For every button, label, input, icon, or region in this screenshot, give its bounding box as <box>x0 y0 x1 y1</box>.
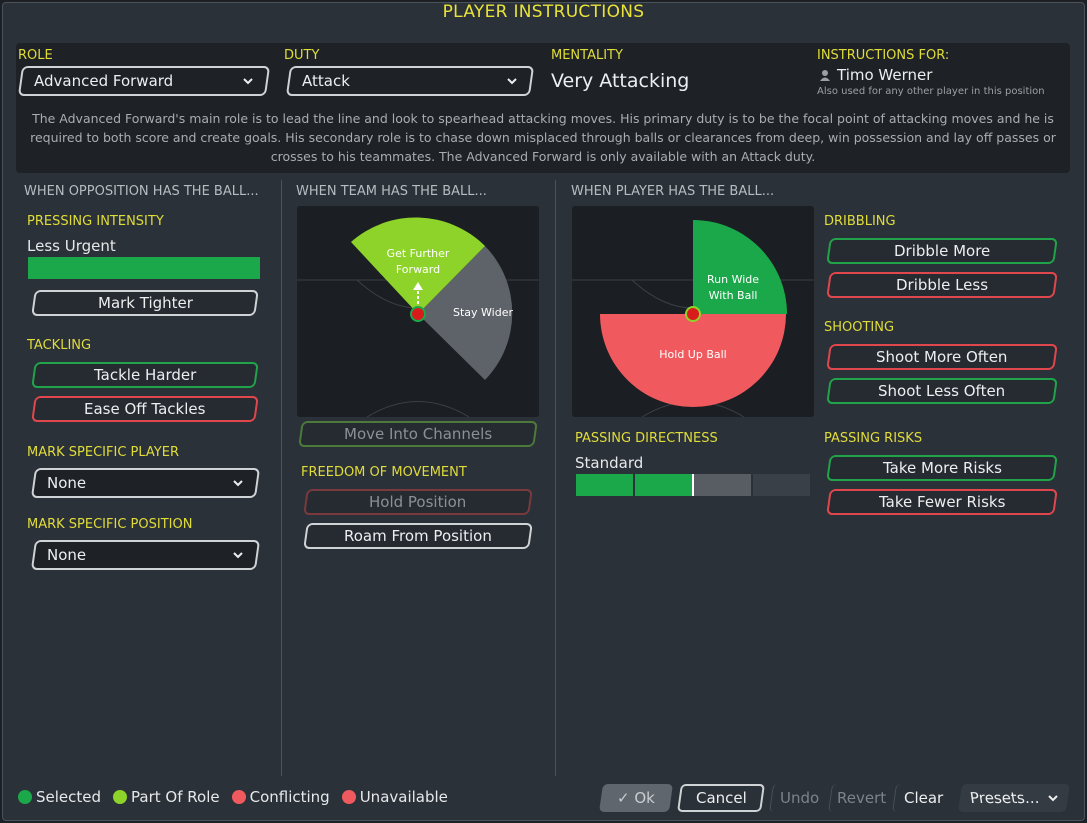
column-divider <box>555 180 556 776</box>
player-name-row: Timo Werner <box>819 66 932 84</box>
shoot-less-often-button[interactable]: Shoot Less Often <box>826 378 1058 404</box>
passing-directness-label: PASSING DIRECTNESS <box>575 431 718 446</box>
arrow-up-icon <box>413 282 423 290</box>
pressing-intensity-fill <box>28 257 260 279</box>
column-divider <box>281 180 282 776</box>
mark-specific-player-label: MARK SPECIFIC PLAYER <box>27 445 179 460</box>
roam-from-position-button[interactable]: Roam From Position <box>303 523 533 549</box>
mark-specific-position-dropdown[interactable]: None <box>30 540 261 570</box>
dribble-less-button[interactable]: Dribble Less <box>826 272 1058 298</box>
dribbling-label: DRIBBLING <box>824 214 896 229</box>
player-marker-icon <box>685 306 701 322</box>
hold-up-ball-label: Hold Up Ball <box>659 348 727 361</box>
mark-tighter-button[interactable]: Mark Tighter <box>31 290 259 316</box>
run-wide-zone[interactable] <box>693 220 787 314</box>
tackle-harder-button[interactable]: Tackle Harder <box>31 362 259 388</box>
window-title: PLAYER INSTRUCTIONS <box>442 2 645 22</box>
role-label: ROLE <box>18 48 53 63</box>
duty-value: Attack <box>302 72 350 90</box>
mark-specific-player-dropdown[interactable]: None <box>30 468 261 498</box>
run-wide-label: Run Wide With Ball <box>706 273 760 302</box>
role-info-panel: The Advanced Forward's main role is to l… <box>16 43 1070 173</box>
legend-item-selected: Selected <box>18 788 101 806</box>
also-used-note: Also used for any other player in this p… <box>817 86 1045 97</box>
slider-handle[interactable] <box>692 474 694 496</box>
ease-off-tackles-button[interactable]: Ease Off Tackles <box>31 396 259 422</box>
mark-player-value: None <box>47 474 87 492</box>
legend-item-part-of-role: Part Of Role <box>113 788 220 806</box>
presets-dropdown[interactable]: Presets... <box>958 784 1070 812</box>
passing-directness-value: Standard <box>575 454 644 472</box>
pressing-intensity-slider[interactable] <box>28 257 260 279</box>
chevron-down-icon <box>243 78 253 85</box>
player-heading: WHEN PLAYER HAS THE BALL... <box>571 184 775 199</box>
revert-button[interactable]: Revert <box>828 784 894 812</box>
clear-button[interactable]: Clear <box>892 784 954 812</box>
pressing-intensity-value: Less Urgent <box>27 237 116 255</box>
get-further-forward-label: Get Further Forward <box>386 247 450 276</box>
chevron-down-icon <box>233 480 243 487</box>
legend-item-conflicting: Conflicting <box>231 788 330 806</box>
take-fewer-risks-button[interactable]: Take Fewer Risks <box>826 489 1058 515</box>
mentality-label: MENTALITY <box>551 48 623 63</box>
mentality-value: Very Attacking <box>551 70 690 92</box>
tackling-label: TACKLING <box>27 338 92 353</box>
dribble-more-button[interactable]: Dribble More <box>826 238 1058 264</box>
chevron-down-icon <box>1047 795 1058 802</box>
player-name: Timo Werner <box>837 66 933 84</box>
person-icon <box>820 70 830 81</box>
role-description: The Advanced Forward's main role is to l… <box>30 111 1056 164</box>
get-further-forward-zone[interactable] <box>351 217 485 314</box>
mark-specific-position-label: MARK SPECIFIC POSITION <box>27 517 193 532</box>
freedom-of-movement-label: FREEDOM OF MOVEMENT <box>301 465 467 480</box>
passing-risks-label: PASSING RISKS <box>824 431 923 446</box>
take-more-risks-button[interactable]: Take More Risks <box>826 455 1058 481</box>
player-marker-icon <box>410 306 426 322</box>
hold-position-button[interactable]: Hold Position <box>303 489 533 515</box>
move-into-channels-button[interactable]: Move Into Channels <box>298 421 538 447</box>
duty-dropdown[interactable]: Attack <box>285 66 535 96</box>
passing-directness-fill <box>576 474 693 496</box>
team-heading: WHEN TEAM HAS THE BALL... <box>296 184 487 199</box>
pressing-intensity-label: PRESSING INTENSITY <box>27 214 164 229</box>
player-ball-pitch: Run Wide With Ball Hold Up Ball <box>572 206 814 417</box>
stay-wider-label: Stay Wider <box>453 306 514 319</box>
passing-directness-slider[interactable] <box>576 474 810 496</box>
role-value: Advanced Forward <box>34 72 174 90</box>
role-dropdown[interactable]: Advanced Forward <box>17 66 271 96</box>
shoot-more-often-button[interactable]: Shoot More Often <box>826 344 1058 370</box>
hold-up-ball-zone[interactable] <box>600 314 786 407</box>
instructions-for-label: INSTRUCTIONS FOR: <box>817 48 950 63</box>
mark-position-value: None <box>47 546 87 564</box>
legend-item-unavailable: Unavailable <box>341 788 448 806</box>
legend: Selected Part Of Role Conflicting Unavai… <box>18 788 448 806</box>
ok-button[interactable]: ✓ Ok <box>599 784 673 812</box>
chevron-down-icon <box>507 78 517 85</box>
duty-label: DUTY <box>284 48 320 63</box>
cancel-button[interactable]: Cancel <box>677 784 765 812</box>
team-movement-pitch: Get Further Forward Stay Wider <box>297 206 539 417</box>
shooting-label: SHOOTING <box>824 320 895 335</box>
undo-button[interactable]: Undo <box>769 784 829 812</box>
chevron-down-icon <box>233 552 243 559</box>
opposition-heading: WHEN OPPOSITION HAS THE BALL... <box>24 184 259 199</box>
stay-wider-zone[interactable] <box>418 246 513 380</box>
